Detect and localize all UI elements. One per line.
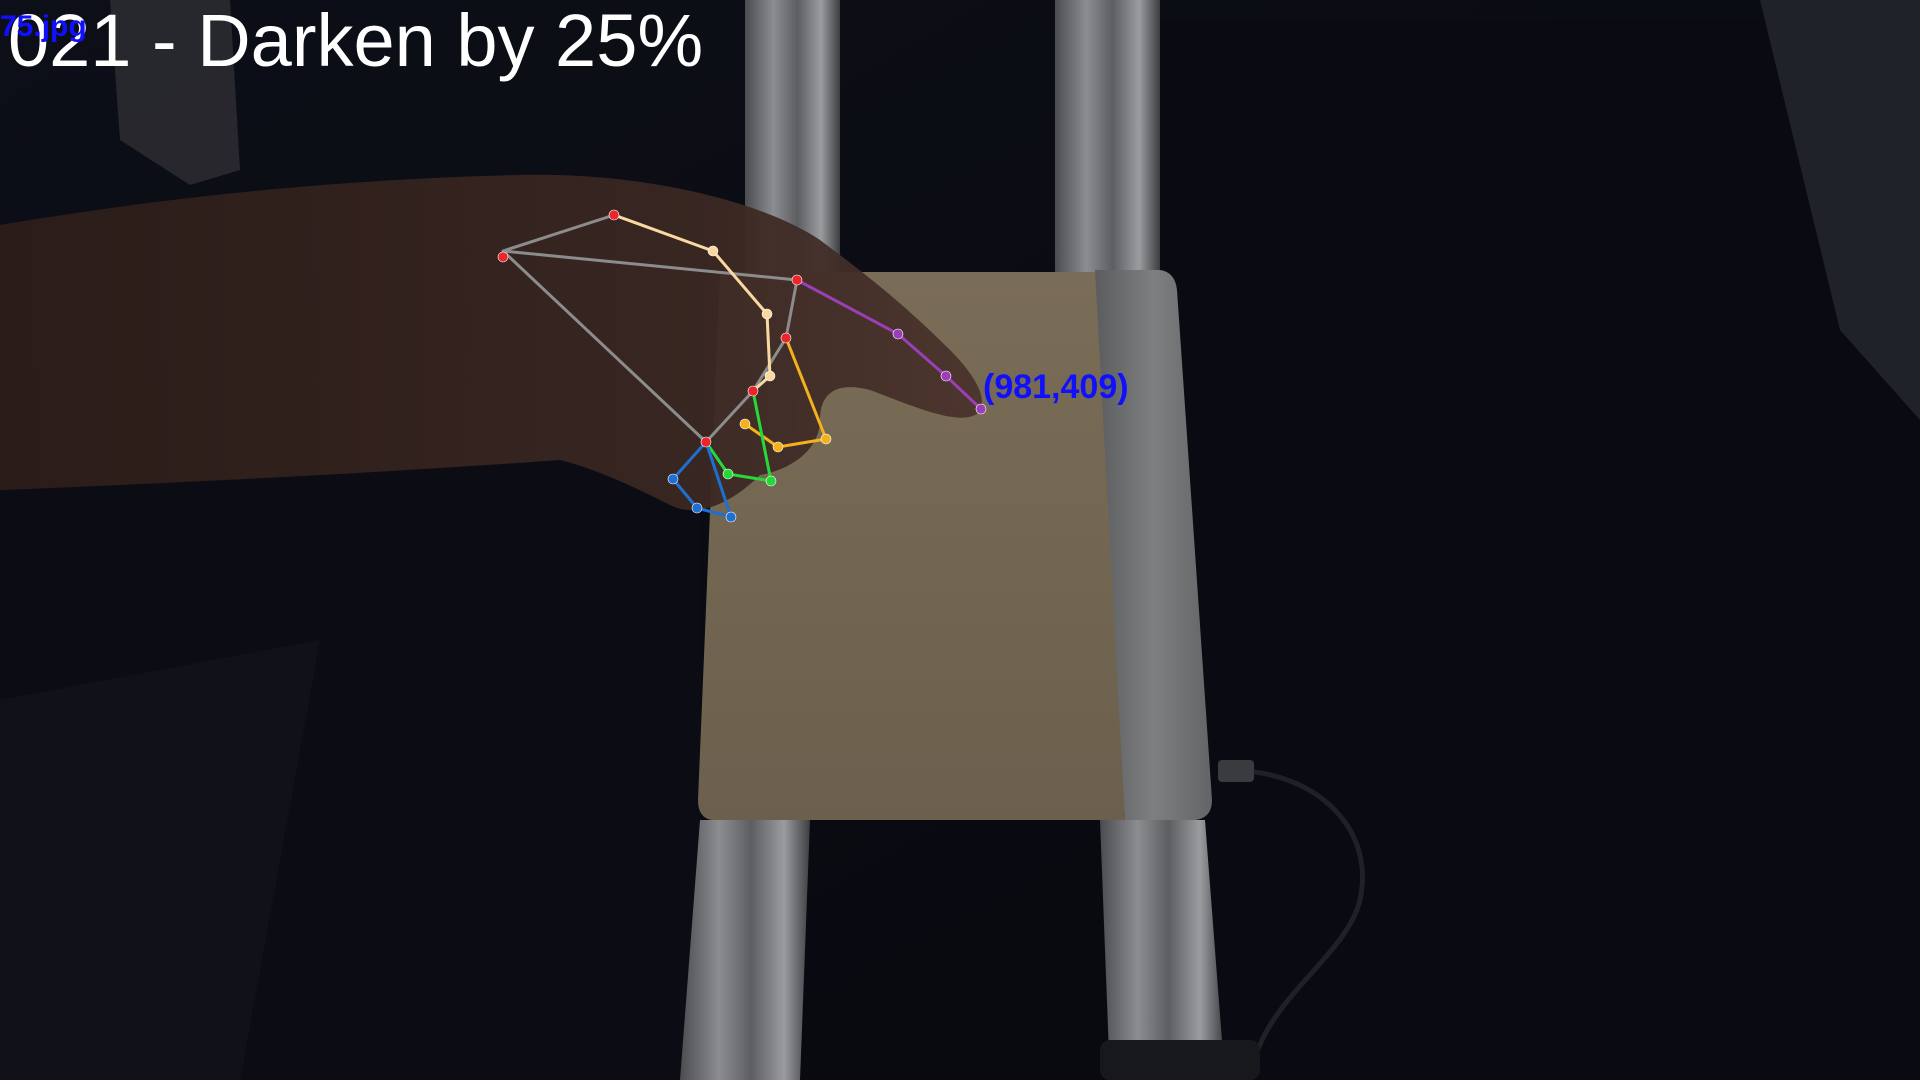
middle-joint-marker [772, 441, 784, 453]
camera-base [1100, 1040, 1260, 1080]
usb-cable [1247, 769, 1365, 1080]
board-spine [1095, 270, 1212, 820]
index-tip-marker [975, 403, 987, 415]
middle-tip-marker [739, 418, 751, 430]
fingertip-coordinate-label: (981,409) [983, 368, 1129, 406]
index-joint-marker [892, 328, 904, 340]
joint-markers [497, 209, 987, 523]
thumb-joint-marker [707, 245, 719, 257]
upper-left-object [110, 0, 240, 185]
ring-joint-marker [722, 468, 734, 480]
index-joint-marker [940, 370, 952, 382]
filename-label: 75.jpg [0, 10, 87, 43]
ring-finger-lines [704, 389, 773, 483]
left-floor-texture [0, 640, 320, 1080]
index-finger-lines [795, 278, 983, 411]
arm-silhouette [0, 174, 982, 511]
index-base-marker [791, 274, 803, 286]
pinky-tip-marker [667, 473, 679, 485]
wrist-joint-marker [497, 251, 509, 263]
board-usb-port [1218, 760, 1254, 782]
pinky-joint-marker [725, 511, 737, 523]
middle-base-marker [780, 332, 792, 344]
thumb-joint-marker [761, 308, 773, 320]
pinky-base-marker [700, 436, 712, 448]
thumb-base-marker [608, 209, 620, 221]
upper-right-structure [1760, 0, 1920, 420]
ring-base-marker [747, 385, 759, 397]
thumb-tip-marker [764, 370, 776, 382]
right-rail-bottom [1100, 820, 1225, 1080]
page-title: 021 - Darken by 25% [8, 0, 704, 82]
ring-joint-marker [765, 475, 777, 487]
left-rail-bottom [680, 820, 810, 1080]
middle-joint-marker [820, 433, 832, 445]
pinky-joint-marker [691, 502, 703, 514]
right-rail-top [1055, 0, 1160, 280]
